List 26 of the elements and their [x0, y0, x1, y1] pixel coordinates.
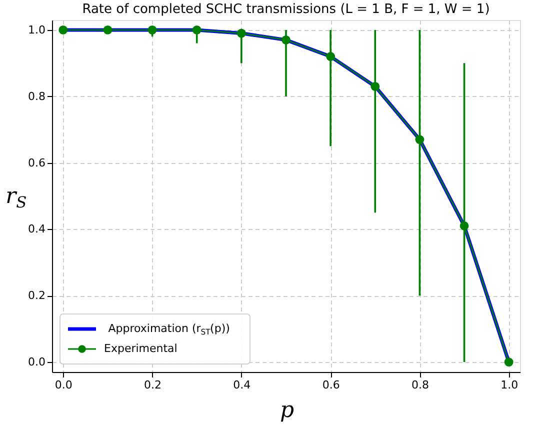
point [58, 26, 68, 34]
point [504, 358, 514, 366]
point [103, 26, 112, 34]
y-tick-label: 0.2 [28, 289, 46, 302]
point [192, 26, 202, 34]
x-tick-label: 0.0 [54, 378, 72, 392]
point [282, 35, 290, 44]
point [370, 82, 380, 91]
y-tick-label: 0.4 [28, 222, 46, 236]
x-tick-label: 1.0 [500, 378, 518, 392]
y-tick-label: 1.0 [28, 23, 46, 36]
legend-label: Experimental [104, 342, 178, 355]
x-tick-label: 0.8 [411, 378, 429, 392]
chart-title: Rate of completed SCHC transmissions (L = 1 B, F = 1, W = 1) [82, 2, 490, 17]
x-axis-title: p [280, 398, 294, 423]
point [148, 26, 157, 34]
point [460, 221, 469, 230]
point [415, 135, 424, 144]
x-tick-label: 0.2 [144, 378, 162, 392]
y-tick-label: 0.6 [28, 156, 46, 170]
x-tick-label: 0.6 [322, 378, 340, 392]
x-tick-label: 0.4 [233, 378, 251, 392]
y-tick-label: 0.0 [28, 356, 46, 369]
point [236, 28, 246, 38]
y-tick-label: 0.8 [28, 90, 46, 103]
point [326, 52, 336, 61]
